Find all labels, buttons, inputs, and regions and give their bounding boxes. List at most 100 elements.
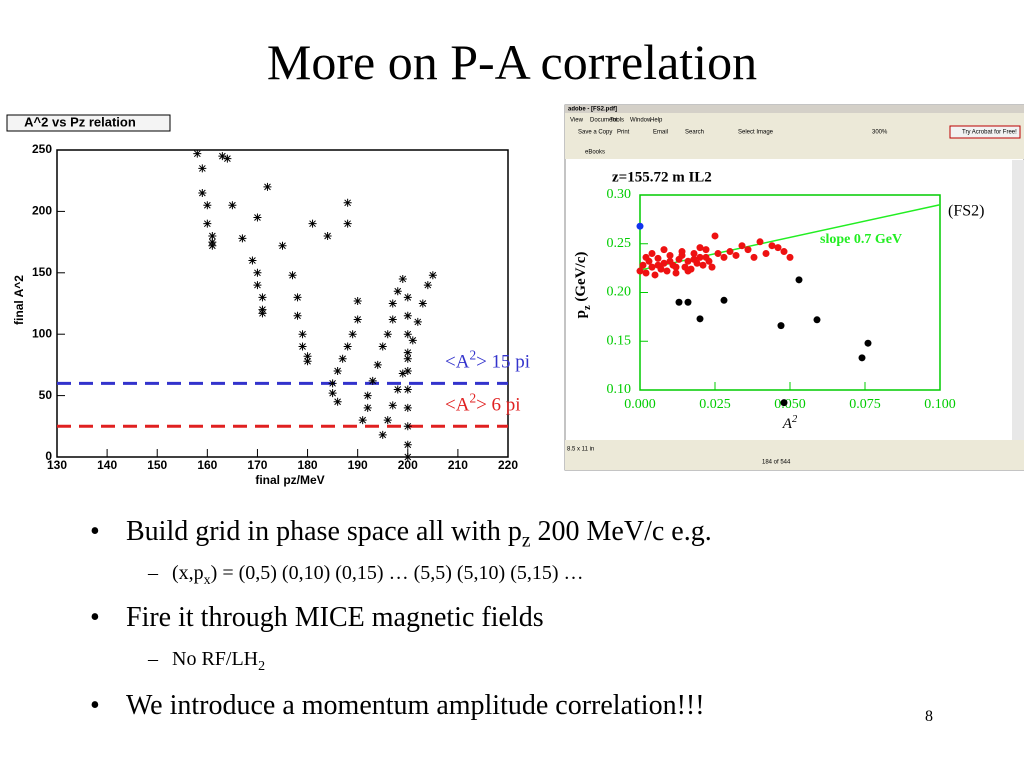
point: [403, 293, 412, 302]
text-part: 2: [469, 347, 476, 362]
point: [368, 376, 377, 385]
bullet: • We introduce a momentum amplitude corre…: [90, 690, 705, 722]
point: [383, 330, 392, 339]
x-axis-label: A2: [782, 414, 798, 433]
point: [672, 269, 680, 277]
viewer-toolbar: [565, 113, 1024, 159]
point: [639, 261, 647, 269]
point: [403, 385, 412, 394]
point: [858, 354, 866, 362]
point: [303, 357, 312, 366]
point: [253, 268, 262, 277]
point: [738, 242, 746, 250]
viewer-text: eBooks: [585, 150, 605, 156]
left-title-box: [6, 114, 171, 132]
y-axis-label: pz (GeV/c): [573, 252, 592, 319]
point: [378, 430, 387, 439]
point: [648, 263, 656, 271]
y-tick-label: 0.10: [607, 382, 632, 397]
point: [660, 259, 668, 267]
point: [343, 219, 352, 228]
point: [198, 164, 207, 173]
x-tick-label: 190: [348, 458, 368, 472]
point: [418, 299, 427, 308]
bullet-marker: •: [90, 602, 100, 633]
point: [684, 298, 692, 306]
text-part: > 15 pi: [476, 352, 530, 373]
x-tick-label: 210: [448, 458, 468, 472]
point: [293, 293, 302, 302]
point: [293, 311, 302, 320]
x-tick-label: 0.050: [774, 397, 806, 412]
point: [298, 330, 307, 339]
x-axis-label: final pz/MeV: [255, 473, 324, 487]
point: [864, 339, 872, 347]
text-part: 2: [792, 414, 798, 425]
y-axis-label: final A^2: [12, 275, 26, 325]
point: [711, 232, 719, 240]
point: [203, 201, 212, 210]
point: [413, 317, 422, 326]
viewer-text: View: [570, 118, 584, 124]
y-tick-label: 0: [45, 449, 52, 463]
point: [278, 241, 287, 250]
point: [675, 298, 683, 306]
point: [756, 238, 764, 246]
point: [660, 246, 668, 254]
reference-label: <A2> 15 pi: [445, 347, 530, 373]
bullet-text: ) = (0,5) (0,10) (0,15) … (5,5) (5,10) (…: [210, 562, 584, 584]
point: [762, 250, 770, 257]
point: [648, 250, 656, 257]
point: [403, 422, 412, 431]
x-tick-label: 0.025: [699, 397, 731, 412]
viewer-text: 184 of 544: [762, 460, 791, 466]
point: [363, 391, 372, 400]
bullet: • Build grid in phase space all with pz 2…: [90, 516, 712, 553]
point: [744, 246, 752, 254]
point: [198, 188, 207, 197]
viewer-text: Search: [685, 130, 704, 136]
point: [672, 263, 680, 271]
point: [348, 330, 357, 339]
x-tick-label: 0.000: [624, 397, 656, 412]
point: [403, 311, 412, 320]
point: [666, 251, 674, 259]
bullet-marker: –: [148, 562, 158, 584]
chart-title: A^2 vs Pz relation: [24, 114, 136, 129]
point: [780, 399, 788, 407]
point: [702, 246, 710, 254]
viewer-text: Save a Copy: [578, 130, 612, 136]
point: [642, 253, 650, 261]
point: [378, 342, 387, 351]
point: [343, 198, 352, 207]
point: [228, 201, 237, 210]
point: [403, 440, 412, 449]
point: [253, 213, 262, 222]
text-part: z: [582, 305, 593, 310]
text-part: <A: [445, 352, 470, 373]
acrobat-button[interactable]: [949, 125, 1021, 139]
viewer-text: 300%: [872, 130, 888, 136]
bullet-text: Fire it through MICE magnetic fields: [126, 602, 544, 633]
bullet-text: 200 MeV/c e.g.: [530, 516, 712, 547]
bullet-marker: •: [90, 690, 100, 721]
viewer-text: 8.5 x 11 in: [567, 447, 594, 453]
viewer-text: Tools: [610, 118, 624, 124]
point: [690, 250, 698, 257]
charts: 130 140 150 160 170 180 190 200 210 2200501001502…: [6, 104, 1024, 488]
point: [768, 242, 776, 250]
viewer-text: Print: [617, 130, 630, 136]
bullet: • Fire it through MICE magnetic fields: [90, 602, 544, 634]
point: [403, 354, 412, 363]
point: [786, 253, 794, 261]
point: [353, 297, 362, 306]
point: [696, 315, 704, 323]
viewer-text: Window: [630, 118, 652, 124]
bullet-marker: •: [90, 516, 100, 547]
text-part: p: [573, 310, 589, 318]
fit-label: slope 0.7 GeV: [820, 232, 902, 247]
point: [208, 231, 217, 240]
point: [651, 271, 659, 279]
bullet-text: 2: [258, 659, 266, 674]
point: [663, 267, 671, 275]
